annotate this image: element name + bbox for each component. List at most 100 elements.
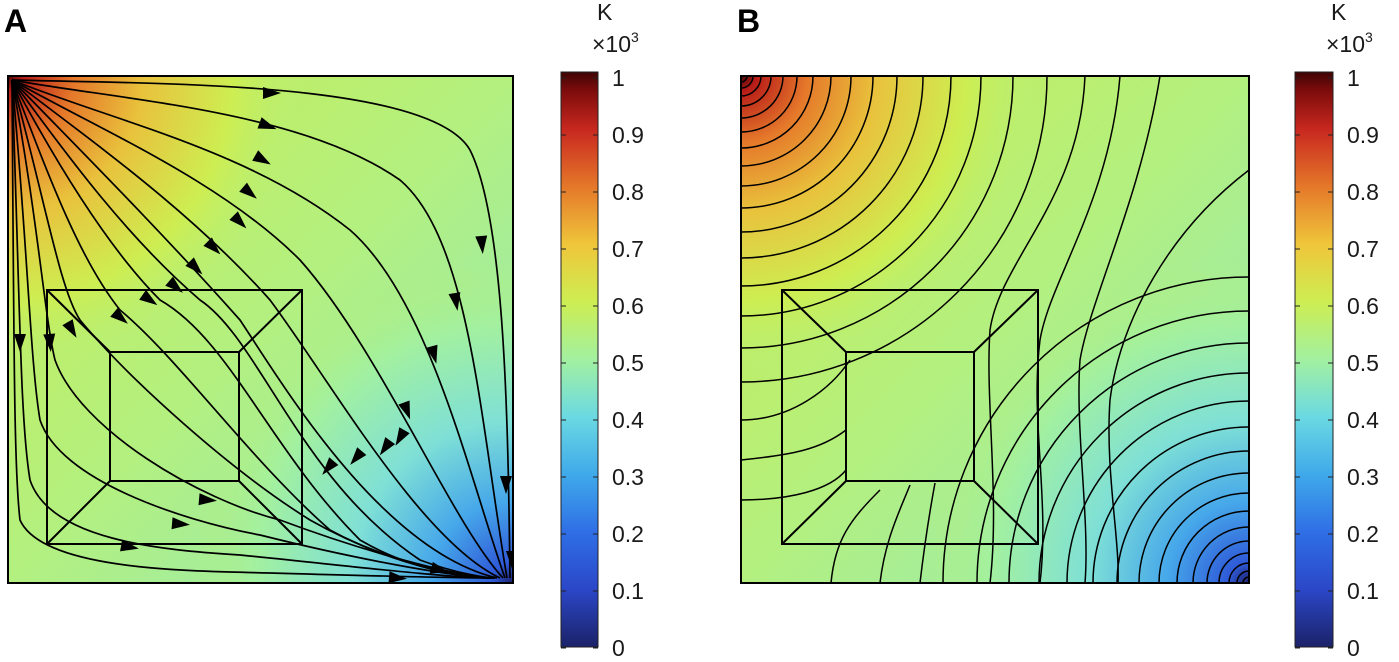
streamline-arrow xyxy=(120,539,139,552)
colorbar-a-tick-label: 0.9 xyxy=(612,122,644,148)
colorbar-a-tick-label: 0.8 xyxy=(612,179,644,205)
isotherm xyxy=(741,76,898,233)
streamline xyxy=(11,79,508,579)
streamline xyxy=(11,79,511,579)
isotherm xyxy=(741,359,851,421)
colorbar-a-multiplier: ×103 xyxy=(592,29,639,57)
colorbar-b-tick-label: 0.5 xyxy=(1347,350,1379,376)
streamline-arrow xyxy=(252,150,271,165)
panel-a-label: A xyxy=(4,3,27,39)
colorbar-b-tick-label: 0.9 xyxy=(1347,122,1379,148)
isotherm xyxy=(976,310,1249,583)
colorbar-b-tick-label: 0.2 xyxy=(1347,521,1379,547)
panel-a-streamlines xyxy=(11,79,513,583)
panel-b-isotherms xyxy=(741,76,1249,583)
isotherm xyxy=(741,76,852,187)
streamline-arrow xyxy=(165,276,183,293)
isotherm xyxy=(1116,450,1249,583)
colorbar-a-tick-label: 0.5 xyxy=(612,350,644,376)
colorbar-a-unit: K xyxy=(597,0,613,25)
colorbar-a-tick-label: 0.7 xyxy=(612,236,644,262)
colorbar-b-tick-label: 0.7 xyxy=(1347,236,1379,262)
panel-a: A xyxy=(4,3,514,584)
streamline-arrow xyxy=(263,87,281,99)
colorbar-b-gradient xyxy=(1294,71,1334,648)
colorbar-a: K ×103 1 0.9 0.8 0.7 0.6 0.5 0.4 0.3 0.2 0.1 0 xyxy=(560,0,644,661)
streamline-arrow xyxy=(350,447,367,465)
isotherm xyxy=(988,76,1086,583)
streamline-arrow xyxy=(398,400,411,420)
isotherm xyxy=(741,76,1014,349)
colorbar-a-tick-label: 0.1 xyxy=(612,578,644,604)
isotherm xyxy=(1228,562,1249,583)
colorbar-b-tick-label: 0.4 xyxy=(1347,407,1379,433)
isotherm xyxy=(1236,570,1249,583)
streamline-arrow xyxy=(475,235,488,254)
colorbar-a-gradient xyxy=(560,71,599,648)
streamline xyxy=(11,79,501,579)
isotherm xyxy=(741,76,982,317)
streamline-arrow xyxy=(322,457,339,475)
streamline-arrow xyxy=(500,476,512,494)
streamline xyxy=(11,79,504,579)
colorbar-b: K ×103 1 0.9 0.8 0.7 0.6 0.5 0.4 0.3 0.2 0.1 0 xyxy=(1294,0,1379,661)
colorbar-a-tick-label: 0.4 xyxy=(612,407,644,433)
isotherm xyxy=(830,489,881,583)
panel-a-geometry xyxy=(7,75,514,584)
colorbar-b-multiplier: ×103 xyxy=(1326,29,1373,57)
isotherm xyxy=(741,76,924,259)
colorbar-b-ticks: 1 0.9 0.8 0.7 0.6 0.5 0.4 0.3 0.2 0.1 0 xyxy=(1295,65,1379,661)
colorbar-a-tick-label: 0.2 xyxy=(612,521,644,547)
isotherm xyxy=(879,484,911,583)
isotherm xyxy=(1176,510,1249,583)
colorbar-a-tick-label: 1 xyxy=(612,65,625,91)
colorbar-a-tick-label: 0.6 xyxy=(612,293,644,319)
isotherm xyxy=(1192,526,1249,583)
streamline xyxy=(11,79,492,579)
streamline-arrow xyxy=(425,344,438,364)
colorbar-b-tick-label: 0 xyxy=(1347,635,1360,661)
colorbar-b-unit: K xyxy=(1331,0,1347,25)
isotherm xyxy=(1078,76,1161,583)
isotherm xyxy=(1092,426,1249,583)
isotherm xyxy=(1108,169,1249,583)
streamline-arrow xyxy=(14,334,26,352)
isotherm xyxy=(741,429,847,461)
colorbar-b-tick-label: 0.6 xyxy=(1347,293,1379,319)
streamline-arrow xyxy=(239,182,257,199)
streamline-arrow xyxy=(395,427,410,446)
streamline-arrow xyxy=(185,257,203,275)
streamline-arrow xyxy=(62,319,77,338)
streamline-arrow xyxy=(171,517,190,530)
colorbar-b-tick-label: 0.1 xyxy=(1347,578,1379,604)
isotherm xyxy=(1066,400,1249,583)
panel-b-label: B xyxy=(737,3,760,39)
streamline-arrow xyxy=(257,117,277,130)
isotherm xyxy=(741,76,772,107)
colorbar-a-ticks: 1 0.9 0.8 0.7 0.6 0.5 0.4 0.3 0.2 0.1 0 xyxy=(561,65,644,661)
streamline xyxy=(11,79,498,579)
colorbar-a-tick-label: 0 xyxy=(612,635,625,661)
isotherm xyxy=(1038,372,1249,583)
streamline-arrow xyxy=(379,437,396,456)
streamline xyxy=(11,79,506,579)
isotherm xyxy=(741,76,832,167)
colorbar-b-tick-label: 0.8 xyxy=(1347,179,1379,205)
panel-b-geometry xyxy=(740,75,1250,584)
panel-b: B xyxy=(737,3,1250,584)
isotherm xyxy=(741,76,1048,383)
streamline-arrow xyxy=(110,307,128,324)
isotherm xyxy=(1158,492,1249,583)
isotherm xyxy=(741,469,847,501)
isotherm xyxy=(741,76,798,133)
isotherm xyxy=(741,76,952,287)
isotherm xyxy=(741,76,874,209)
colorbar-b-tick-label: 1 xyxy=(1347,65,1360,91)
isotherm xyxy=(1036,76,1121,583)
streamline-arrow xyxy=(388,571,407,583)
isotherm xyxy=(741,76,814,149)
streamline xyxy=(11,79,491,579)
isotherm xyxy=(741,76,784,119)
streamline-arrow xyxy=(139,289,158,306)
streamline xyxy=(11,79,491,579)
